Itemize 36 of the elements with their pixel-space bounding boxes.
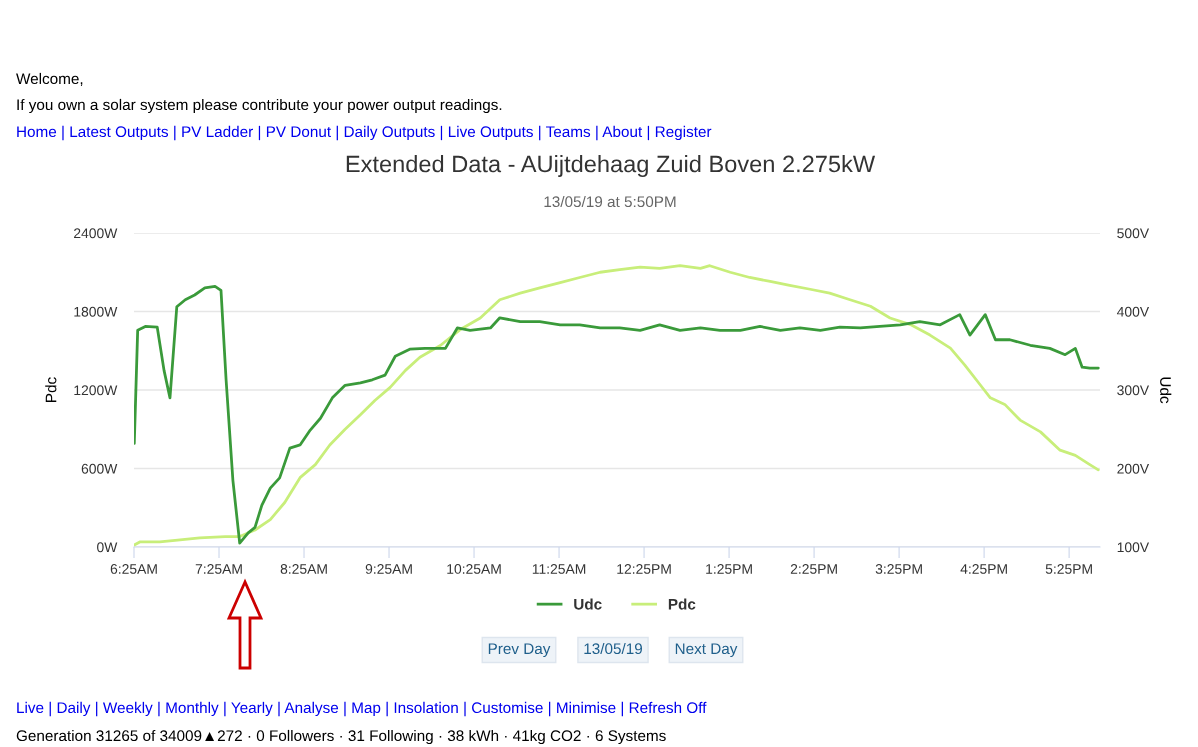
text: Generation 31265 of 34009▲272 · 0 Followers · 31 Following · 38 kWh · 41kg CO2 · 6 Systems xyxy=(16,729,666,745)
y-tick-label: 1800W xyxy=(74,306,118,317)
x-tick-label: 10:25AM xyxy=(447,564,501,574)
y-tick-label: 600W xyxy=(81,463,118,474)
x-tick-label: 4:25PM xyxy=(960,564,1007,574)
y2-tick-label: 200V xyxy=(1117,463,1150,474)
legend-label: Udc xyxy=(574,598,602,610)
y2-tick-label: 400V xyxy=(1116,306,1150,317)
text: Prev Day xyxy=(488,643,551,658)
x-tick-label: 1:25PM xyxy=(706,564,752,574)
x-tick-label: 5:25PM xyxy=(1045,564,1092,574)
y-axis-title: Pdc xyxy=(45,377,57,402)
x-tick-label: 11:25AM xyxy=(532,564,586,574)
text: Welcome, xyxy=(16,72,83,86)
x-tick-label: 2:25PM xyxy=(790,564,837,574)
text: Home | Latest Outputs | PV Ladder | PV Donut | Daily Outputs | Live Outputs | Teams | About | Register xyxy=(17,125,712,141)
y-tick-label: 1200W xyxy=(74,385,118,396)
x-tick-label: 6:25AM xyxy=(110,564,157,574)
y2-tick-label: 500V xyxy=(1117,228,1150,239)
text: 13/05/19 xyxy=(584,642,643,655)
x-tick-label: 8:25AM xyxy=(280,564,327,574)
x-tick-label: 3:25PM xyxy=(875,564,922,574)
text: Live | Daily | Weekly | Monthly | Yearly | Analyse | Map | Insolation | Customise | Minimise | Refresh Off xyxy=(17,701,707,717)
text: If you own a solar system please contribute your power output readings. xyxy=(17,98,502,114)
chart-subtitle: 13/05/19 at 5:50PM xyxy=(544,195,676,208)
y2-tick-label: 300V xyxy=(1117,385,1150,396)
text: Next Day xyxy=(675,643,738,658)
x-tick-label: 9:25AM xyxy=(365,564,412,574)
x-tick-label: 12:25PM xyxy=(617,564,671,574)
y2-tick-label: 100V xyxy=(1117,542,1150,553)
y-tick-label: 2400W xyxy=(74,228,118,239)
chart-title: Extended Data - AUijtdehaag Zuid Boven 2.275kW xyxy=(346,154,876,177)
x-tick-label: 7:25AM xyxy=(195,564,242,574)
legend-label: Pdc xyxy=(668,598,696,610)
y2-axis-title: Udc xyxy=(1160,377,1172,404)
y-tick-label: 0W xyxy=(97,542,118,553)
